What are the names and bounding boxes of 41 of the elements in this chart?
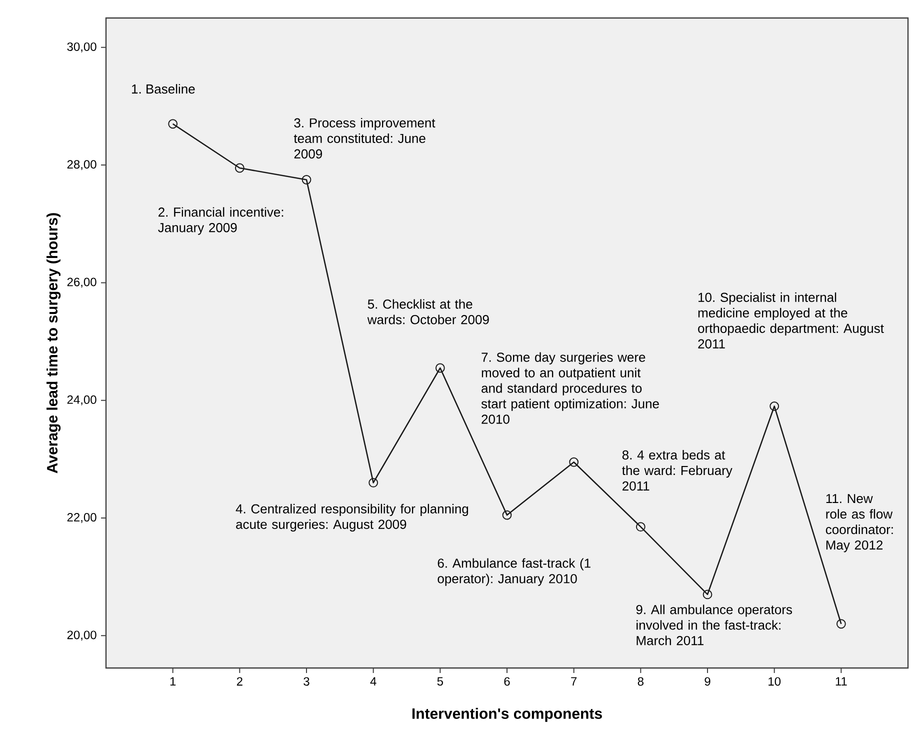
y-axis-title: Average lead time to surgery (hours) — [46, 213, 61, 474]
annotation: 8. 4 extra beds at the ward: February 2011 — [622, 450, 732, 491]
y-tick-label: 22,00 — [67, 513, 96, 523]
annotation: 7. Some day surgeries were moved to an outpatient unit and standard procedures to start patient optimization: June 2010 — [481, 352, 659, 424]
y-tick-label: 20,00 — [67, 630, 96, 641]
annotation: 11. New role as flow coordinator: May 2012 — [826, 494, 893, 552]
point — [168, 119, 178, 129]
point — [636, 522, 646, 532]
y-tick-label: 26,00 — [67, 278, 96, 288]
point — [368, 478, 378, 488]
y-tick-label: 28,00 — [67, 160, 96, 170]
annotation: 3. Process improvement team constituted: June 2009 — [294, 118, 436, 159]
annotation: 4. Centralized responsibility for planning acute surgeries: August 2009 — [236, 504, 468, 532]
point — [569, 457, 579, 467]
y-tick-label: 30,00 — [67, 42, 96, 52]
annotation: 10. Specialist in internal medicine employed at the orthopaedic department: August 2011 — [698, 292, 884, 348]
point — [836, 619, 846, 629]
x-tick-label: 10 — [768, 677, 781, 686]
annotation: 9. All ambulance operators involved in the fast-track: March 2011 — [636, 604, 792, 646]
x-axis-title: Intervention's components — [412, 708, 602, 722]
x-tick-label: 7 — [571, 677, 577, 686]
point — [234, 163, 244, 173]
annotation: 1. Baseline — [132, 84, 195, 94]
x-tick-label: 4 — [370, 677, 376, 686]
point — [302, 175, 312, 184]
point — [502, 510, 512, 520]
x-tick-label: 1 — [170, 677, 176, 686]
x-tick-label: 9 — [704, 677, 710, 686]
x-tick-label: 5 — [437, 677, 444, 686]
x-tick-label: 6 — [504, 677, 510, 686]
x-tick-label: 3 — [304, 677, 310, 686]
point — [770, 402, 780, 411]
point — [435, 363, 445, 373]
x-tick-label: 8 — [638, 677, 644, 686]
x-tick-label: 2 — [236, 677, 242, 686]
annotation: 2. Financial incentive: January 2009 — [158, 207, 284, 235]
annotation: 6. Ambulance fast-track (1 operator): January 2010 — [438, 558, 590, 586]
y-tick-label: 24,00 — [67, 395, 96, 406]
point — [702, 590, 712, 600]
annotation: 5. Checklist at the wards: October 2009 — [367, 299, 489, 324]
x-tick-label: 11 — [836, 677, 847, 686]
